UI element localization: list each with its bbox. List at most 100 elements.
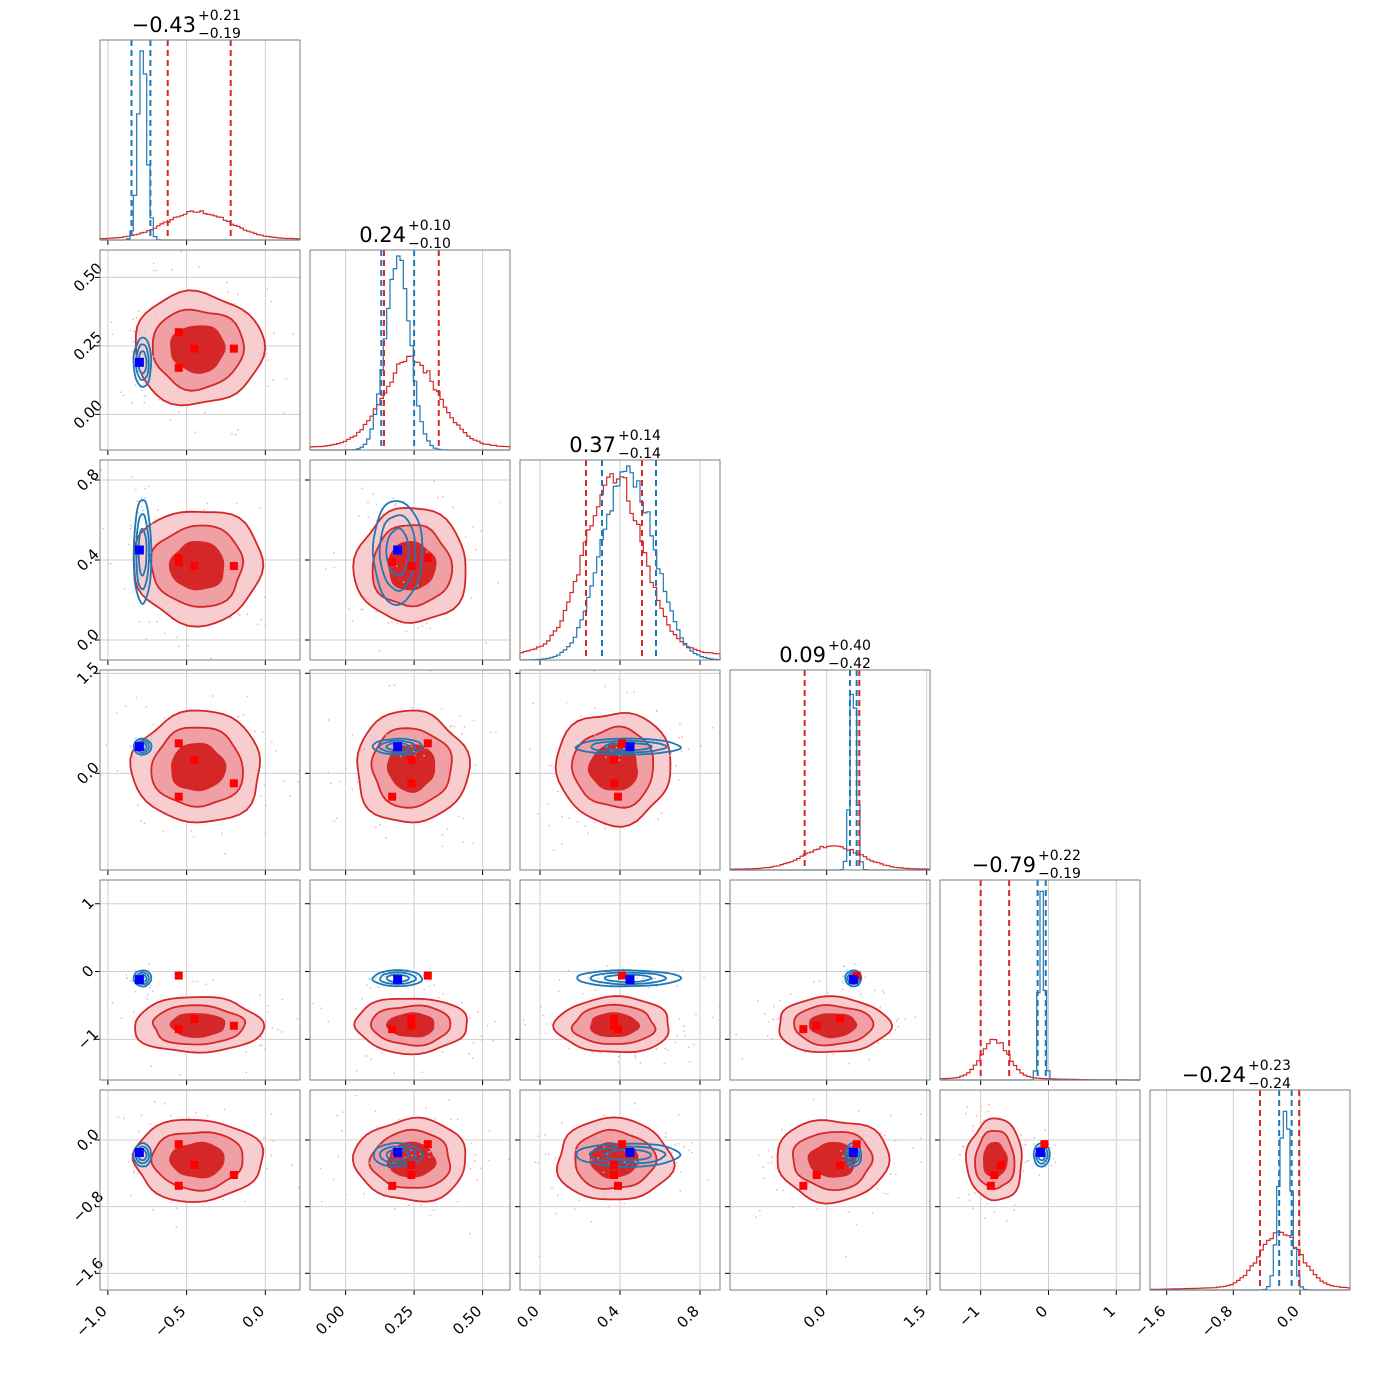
- red-sample-point: [607, 1206, 610, 1208]
- red-sample-point: [462, 841, 465, 843]
- panel-title: −0.24 +0.23−0.24: [1182, 1058, 1291, 1092]
- red-sample-point: [1020, 1134, 1022, 1136]
- red-sample-point: [961, 1145, 964, 1148]
- blue-sample-point: [134, 969, 137, 972]
- red-sample-point: [237, 715, 240, 718]
- red-sample-point: [738, 1132, 740, 1134]
- red-sample-point: [450, 1118, 452, 1121]
- mode-marker: [423, 554, 432, 562]
- red-sample-point: [376, 986, 379, 988]
- blue-sample-point: [424, 747, 427, 750]
- contour-panel-5-1: −1 0 1: [74, 879, 301, 1085]
- red-sample-point: [441, 1051, 444, 1053]
- blue-contour-level-2: [379, 1145, 417, 1165]
- blue-sample-point: [151, 990, 154, 992]
- red-histogram: [99, 210, 301, 240]
- red-sample-point: [626, 691, 629, 694]
- blue-sample-point: [155, 751, 158, 754]
- blue-sample-point: [429, 967, 431, 969]
- mode-marker: [407, 779, 416, 788]
- red-sample-point: [474, 1154, 477, 1156]
- blue-sample-point: [567, 969, 570, 972]
- blue-sample-point: [384, 758, 387, 760]
- red-sample-point: [904, 1018, 907, 1021]
- red-sample-point: [617, 1055, 620, 1058]
- red-sample-point: [458, 715, 461, 717]
- red-sample-point: [156, 620, 158, 623]
- blue-sample-point: [131, 351, 134, 353]
- red-sample-point: [776, 1018, 779, 1021]
- red-sample-point: [397, 1118, 400, 1121]
- red-sample-point: [544, 1133, 546, 1136]
- blue-sample-point: [433, 528, 436, 531]
- red-sample-point: [914, 1016, 917, 1019]
- red-sample-point: [245, 1050, 248, 1053]
- mode-marker: [852, 1140, 861, 1149]
- red-sample-point: [330, 782, 332, 785]
- panel-frame: [519, 1089, 721, 1291]
- red-sample-point: [896, 1019, 898, 1022]
- red-sample-point: [596, 651, 598, 653]
- red-sample-point: [307, 1123, 309, 1125]
- red-sample-point: [470, 597, 473, 600]
- red-sample-point: [692, 1043, 695, 1046]
- blue-sample-point: [594, 1146, 597, 1149]
- red-sample-point: [456, 1118, 459, 1121]
- mode-marker: [986, 1181, 995, 1190]
- red-sample-point: [984, 1217, 986, 1220]
- blue-sample-point: [860, 1166, 863, 1168]
- red-sample-point: [130, 1194, 133, 1197]
- red-sample-point: [983, 1119, 985, 1122]
- red-sample-point: [360, 608, 363, 611]
- blue-sample-point: [623, 747, 625, 750]
- blue-sample-point: [376, 1163, 378, 1166]
- blue-sample-point: [133, 330, 135, 332]
- red-sample-point: [297, 780, 299, 783]
- contour-layer: [755, 1098, 923, 1258]
- blue-sample-point: [650, 980, 653, 982]
- red-sample-point: [816, 1208, 819, 1210]
- red-sample-point: [781, 1128, 783, 1131]
- red-sample-point: [472, 526, 474, 528]
- red-sample-point: [120, 391, 122, 394]
- blue-sample-point: [1033, 1145, 1036, 1147]
- red-sample-point: [127, 1161, 130, 1163]
- red-sample-point: [759, 1209, 761, 1212]
- blue-sample-point: [135, 489, 137, 491]
- blue-histogram: [520, 465, 721, 661]
- red-sample-point: [385, 836, 388, 839]
- y-tick-label: 0.4: [73, 545, 103, 575]
- blue-sample-point: [150, 599, 152, 601]
- title-value: −0.79: [972, 853, 1036, 877]
- red-sample-point: [133, 1170, 136, 1172]
- red-sample-point: [375, 610, 378, 613]
- mode-marker: [812, 1021, 821, 1030]
- blue-contour-level-1: [574, 737, 683, 756]
- truth-marker: [625, 975, 635, 985]
- red-sample-point: [877, 1042, 880, 1044]
- red-sample-point: [190, 829, 192, 832]
- truth-marker: [625, 742, 635, 752]
- red-sample-point: [683, 1145, 686, 1148]
- blue-sample-point: [143, 395, 145, 397]
- blue-sample-point: [140, 497, 143, 499]
- x-tick-label: 0.00: [312, 1302, 348, 1338]
- blue-sample-point: [376, 976, 378, 978]
- title-value: 0.24: [359, 223, 406, 247]
- blue-sample-point: [402, 581, 405, 583]
- red-sample-point: [429, 1214, 432, 1217]
- red-sample-point: [259, 795, 262, 797]
- red-sample-point: [475, 549, 477, 551]
- red-sample-point: [782, 1189, 785, 1192]
- red-sample-point: [351, 733, 354, 736]
- y-tick-label: 1.5: [73, 659, 103, 689]
- blue-sample-point: [439, 1149, 442, 1151]
- y-tick-label: 0.25: [70, 328, 106, 364]
- red-sample-point: [283, 412, 286, 414]
- mode-marker: [610, 1171, 618, 1179]
- mode-marker: [174, 558, 183, 566]
- x-tick-label: −1: [955, 1302, 983, 1330]
- blue-sample-point: [142, 509, 144, 511]
- blue-sample-point: [432, 1154, 435, 1157]
- blue-sample-point: [433, 740, 436, 742]
